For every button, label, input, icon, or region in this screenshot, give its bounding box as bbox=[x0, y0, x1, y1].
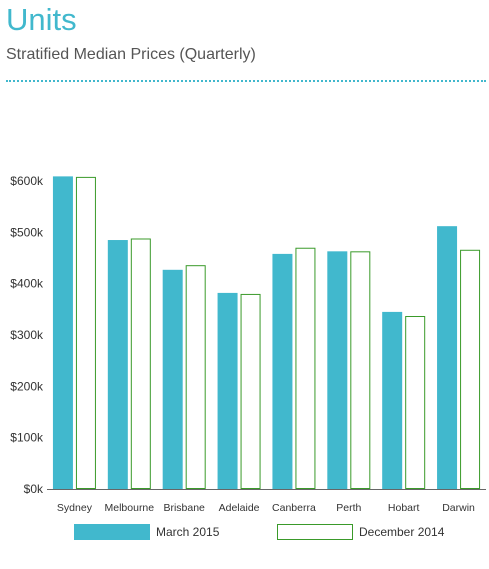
bar-march-2015-perth bbox=[327, 251, 348, 489]
dotted-divider bbox=[6, 80, 486, 82]
bar-december-2014-melbourne bbox=[130, 238, 151, 489]
y-tick-label: $600k bbox=[10, 174, 44, 188]
bar-december-2014-sydney bbox=[75, 176, 96, 489]
x-tick-label: Adelaide bbox=[219, 502, 260, 514]
legend-label-march-2015: March 2015 bbox=[156, 525, 220, 539]
bar-chart: $0k $100k $200k $300k $400k $500k $600k Sydney M… bbox=[10, 174, 486, 514]
bar-march-2015-canberra bbox=[272, 253, 293, 489]
bar-december-2014-canberra bbox=[295, 247, 316, 489]
x-tick-label: Darwin bbox=[442, 502, 475, 514]
legend-swatch-march-2015 bbox=[74, 524, 150, 540]
y-tick-label: $200k bbox=[10, 379, 44, 393]
bar-march-2015-darwin bbox=[437, 226, 458, 489]
page-title: Units bbox=[6, 2, 77, 37]
legend-item-december-2014: December 2014 bbox=[277, 524, 444, 540]
legend-swatch-december-2014 bbox=[277, 524, 353, 540]
chart-legend: March 2015 December 2014 bbox=[0, 520, 489, 548]
y-tick-label: $100k bbox=[10, 431, 44, 445]
x-tick-label: Sydney bbox=[57, 502, 93, 514]
bar-march-2015-brisbane bbox=[162, 269, 183, 489]
bar-march-2015-hobart bbox=[382, 311, 403, 489]
page-subtitle: Stratified Median Prices (Quarterly) bbox=[6, 46, 256, 63]
y-tick-label: $400k bbox=[10, 277, 44, 291]
x-tick-label: Hobart bbox=[388, 502, 420, 514]
bar-march-2015-melbourne bbox=[107, 240, 128, 489]
x-tick-label: Canberra bbox=[272, 502, 316, 514]
legend-label-december-2014: December 2014 bbox=[359, 525, 445, 539]
bar-december-2014-hobart bbox=[405, 316, 426, 489]
bar-march-2015-adelaide bbox=[217, 292, 238, 489]
x-tick-label: Perth bbox=[336, 502, 361, 514]
x-tick-label: Brisbane bbox=[163, 502, 205, 514]
bar-december-2014-perth bbox=[350, 251, 371, 489]
bar-december-2014-brisbane bbox=[185, 265, 206, 490]
bar-december-2014-darwin bbox=[460, 249, 481, 489]
bar-december-2014-adelaide bbox=[240, 293, 261, 489]
x-tick-label: Melbourne bbox=[105, 502, 155, 514]
y-tick-label: $300k bbox=[10, 328, 44, 342]
bar-march-2015-sydney bbox=[52, 176, 73, 489]
y-tick-label: $0k bbox=[24, 482, 44, 496]
legend-item-march-2015: March 2015 bbox=[74, 524, 219, 540]
y-tick-label: $500k bbox=[10, 225, 44, 239]
